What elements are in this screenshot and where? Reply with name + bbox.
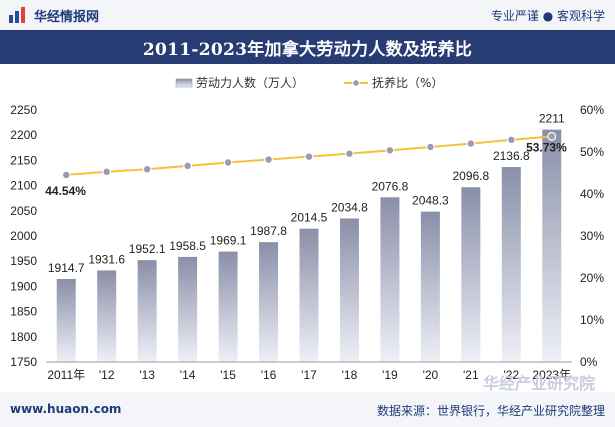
x-axis-tick: 2023年 [532,368,571,382]
bar [501,167,521,362]
bar-value-label: 2014.5 [291,211,328,225]
line-point [547,131,557,141]
bar [420,211,440,362]
left-axis-tick: 1800 [10,330,37,344]
line-point [304,152,314,162]
line-point [223,158,233,167]
x-axis-tick: '21 [463,368,479,382]
right-axis-tick: 40% [580,187,604,201]
left-axis-tick: 2000 [10,229,37,243]
line-point [61,170,71,180]
top-bar: 华经情报网 专业严谨 ● 客观科学 [0,0,615,30]
bar [97,270,117,362]
x-axis-tick: '14 [180,368,196,382]
bar [461,187,481,362]
brand-name: 华经情报网 [34,9,100,25]
bar-value-label: 2048.3 [412,194,449,208]
right-axis-tick: 60% [580,103,604,117]
line-point [183,161,193,171]
right-axis-tick: 50% [580,145,604,159]
bar-value-label: 1914.7 [48,261,85,275]
bar [380,197,400,362]
line-point [264,155,273,164]
bar [178,256,198,362]
line-point [506,135,516,145]
bar-value-label: 2211 [539,112,565,126]
x-axis-tick: 2011年 [47,368,85,382]
bar [339,218,359,362]
bar [299,228,319,362]
brand[interactable]: 华经情报网 [8,5,99,25]
bar-value-label: 1987.8 [250,224,287,238]
legend-label-line: 抚养比（%） [372,75,443,90]
bar-value-label: 2096.8 [452,169,489,183]
line-point [425,142,435,152]
bar-value-label: 1952.1 [129,242,166,256]
left-axis-tick: 2050 [10,204,37,218]
right-axis-tick: 0% [580,355,598,369]
bar-value-label: 1958.5 [169,239,206,253]
legend-bar-swatch [175,78,193,88]
bar-value-label: 2034.8 [331,200,368,214]
left-axis-tick: 1750 [10,355,37,369]
brand-logo-icon [9,7,25,23]
right-axis-tick: 30% [580,229,604,243]
line-point [102,167,112,177]
right-axis-tick: 10% [580,313,604,327]
line-point [466,139,476,148]
bar [137,260,157,362]
left-axis-tick: 2200 [10,128,37,142]
footer-url[interactable]: www.huaon.com [10,402,122,416]
line-point [345,149,354,159]
left-axis-tick: 1850 [10,305,37,319]
x-axis-tick: '17 [301,368,317,382]
legend-label-bars: 劳动力人数（万人） [196,75,304,90]
left-axis-tick: 1900 [10,279,37,293]
bar [218,251,238,362]
x-axis-tick: '16 [261,368,277,382]
footer: www.huaon.com 数据来源：世界银行，华经产业研究院整理 [0,392,615,427]
bar-value-label: 1969.1 [210,234,247,248]
line-point [385,145,395,155]
watermark: 华经产业研究院 [482,374,595,393]
bar [542,129,562,362]
x-axis-tick: '22 [503,368,519,382]
chart: 劳动力人数（万人） 抚养比（%） 1750 1800 1850 1900 1950 2000 2… [10,75,604,382]
title-bar: 2011-2023年加拿大劳动力人数及抚养比 [0,30,615,64]
left-axis-tick: 2100 [10,179,37,193]
data-source: 数据来源：世界银行，华经产业研究院整理 [376,404,605,418]
left-axis-tick: 1950 [10,254,37,268]
x-axis-tick: '12 [99,368,115,382]
line-point [142,164,152,174]
bar-value-label: 2136.8 [493,149,530,163]
tagline: 专业严谨 ● 客观科学 [490,9,605,23]
bar [259,242,279,362]
x-axis-tick: '13 [139,368,155,382]
bar-value-label: 2076.8 [372,179,409,193]
legend-line-marker [352,79,360,87]
x-axis-tick: '18 [342,368,358,382]
left-axis-tick: 2250 [10,103,37,117]
x-axis-tick: '20 [423,368,439,382]
line-value-label: 44.54% [45,184,86,198]
bar-value-label: 1931.6 [88,252,125,266]
left-axis-tick: 2150 [10,153,37,167]
right-axis-tick: 20% [580,271,604,285]
bar [56,278,76,362]
x-axis-tick: '19 [382,368,398,382]
chart-title: 2011-2023年加拿大劳动力人数及抚养比 [142,39,473,60]
x-axis-tick: '15 [220,368,236,382]
line-value-label: 53.73% [526,140,567,154]
